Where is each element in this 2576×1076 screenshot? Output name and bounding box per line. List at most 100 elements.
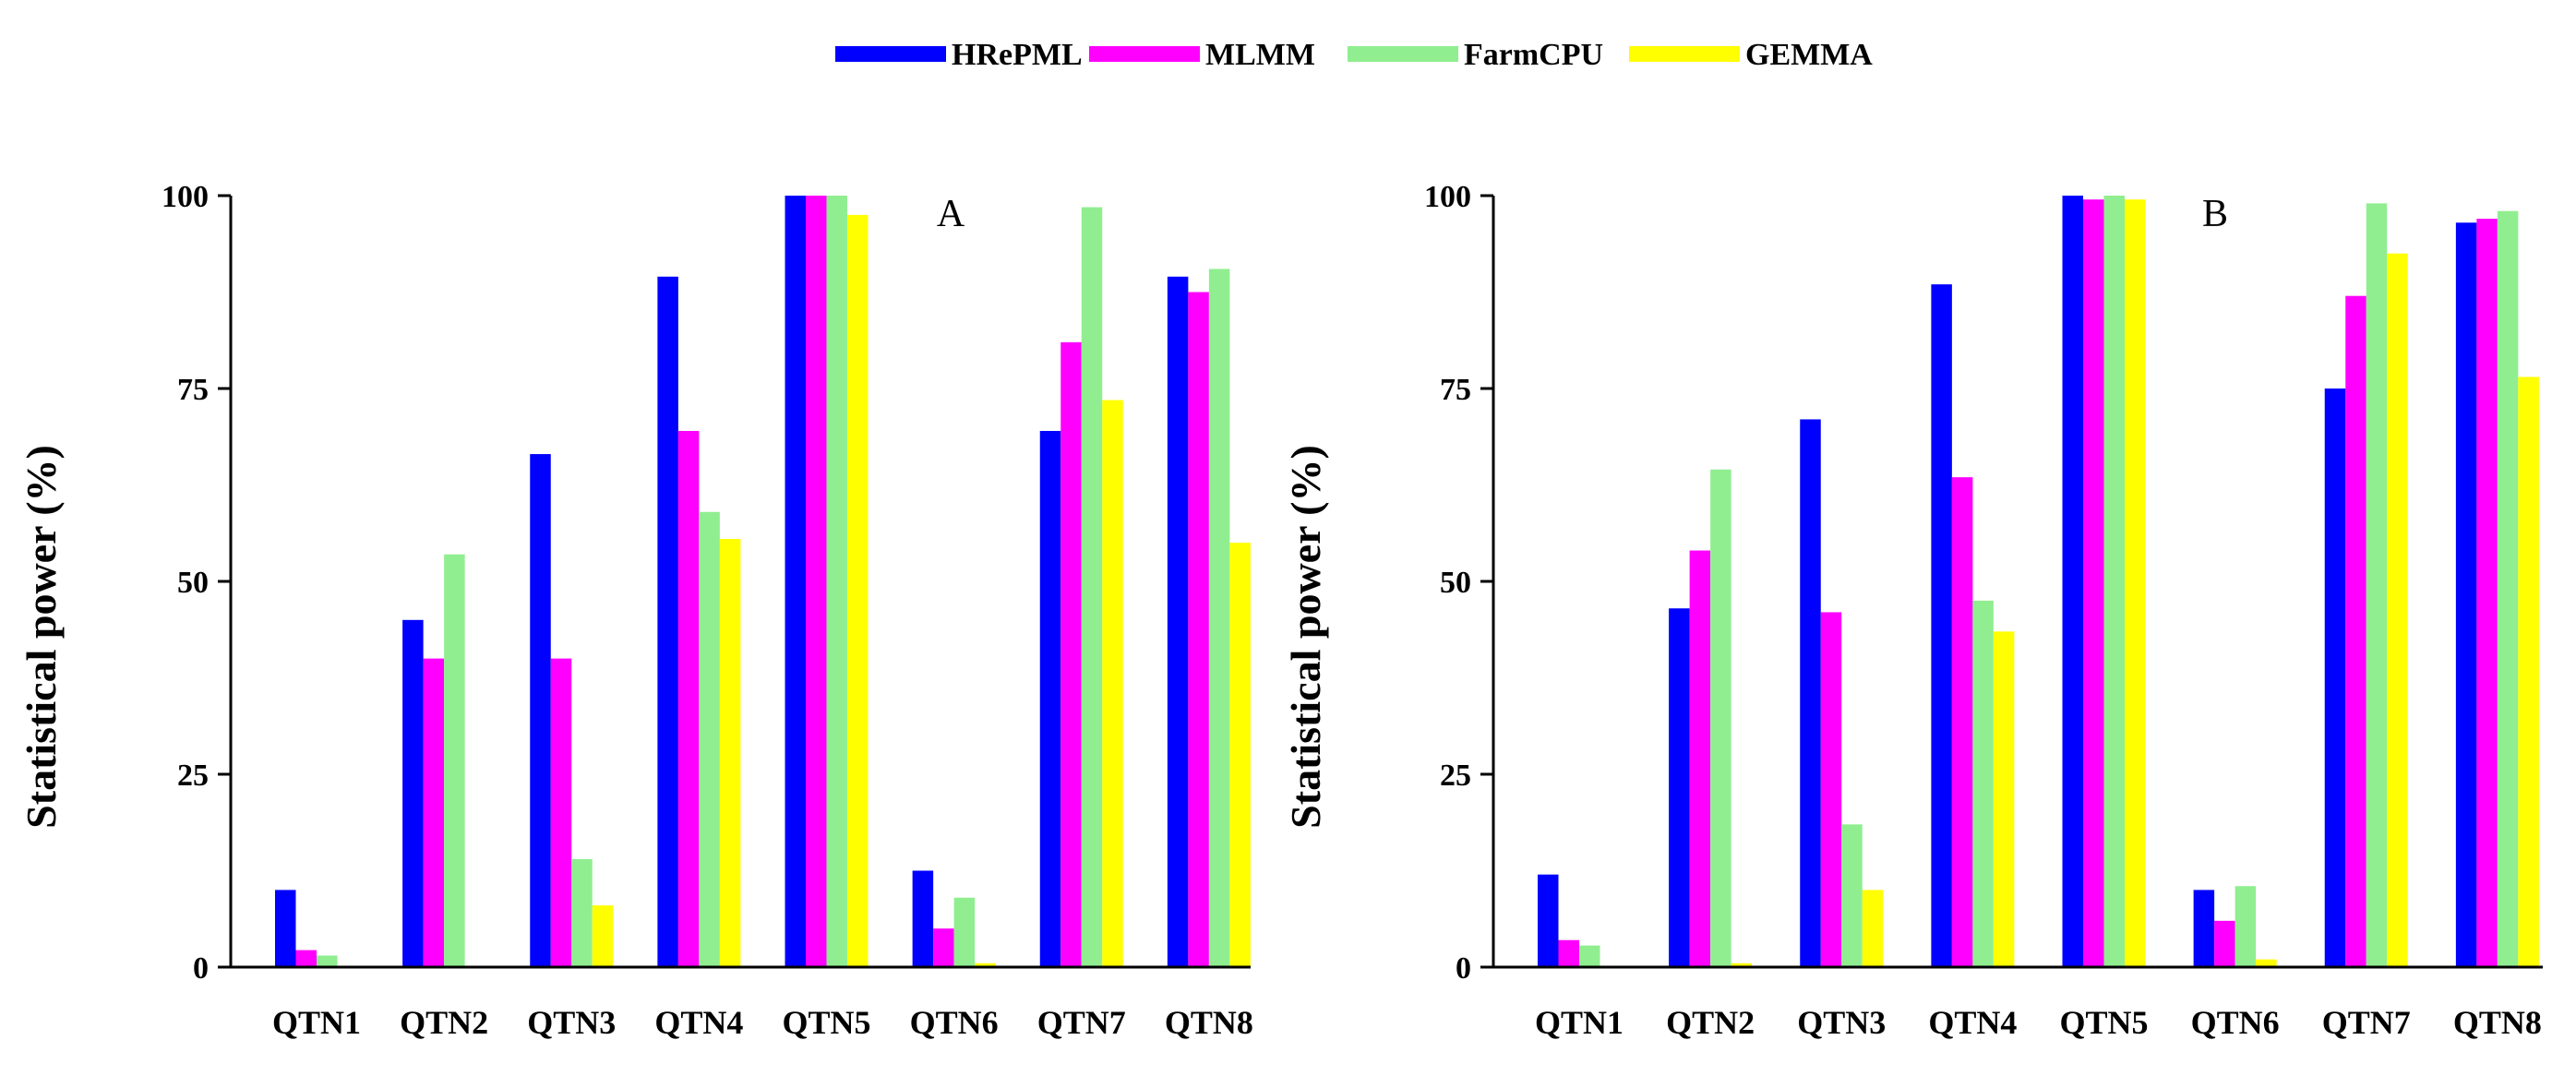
x-tick-label: QTN2 <box>400 1004 488 1041</box>
x-tick-label: QTN6 <box>2191 1004 2280 1041</box>
bar-hrepml-qtn6 <box>2193 890 2215 967</box>
y-tick-label: 75 <box>1440 373 1471 407</box>
bar-mlmm-qtn7 <box>2345 295 2366 967</box>
bar-gemma-qtn7 <box>1102 400 1123 967</box>
bar-gemma-qtn6 <box>2256 959 2277 967</box>
bar-gemma-qtn4 <box>1993 631 2015 967</box>
bar-farmcpu-qtn5 <box>826 196 847 967</box>
bar-gemma-qtn6 <box>975 962 996 967</box>
bar-mlmm-qtn4 <box>1951 477 1973 967</box>
x-tick-label: QTN4 <box>654 1004 743 1041</box>
bar-mlmm-qtn5 <box>2083 199 2104 967</box>
bar-gemma-qtn8 <box>1229 543 1251 967</box>
legend-label-farmcpu: FarmCPU <box>1464 38 1603 72</box>
legend-label-hrepml: HRePML <box>952 38 1083 72</box>
x-tick-label: QTN5 <box>782 1004 870 1041</box>
bar-farmcpu-qtn8 <box>1208 269 1230 967</box>
y-tick-label: 100 <box>1424 180 1471 214</box>
bar-mlmm-qtn7 <box>1060 341 1082 968</box>
x-tick-label: QTN4 <box>1928 1004 2017 1041</box>
x-tick-label: QTN2 <box>1666 1004 1755 1041</box>
y-tick-label: 50 <box>177 566 209 600</box>
bar-farmcpu-qtn6 <box>2235 886 2257 967</box>
legend-label-gemma: GEMMA <box>1745 38 1873 72</box>
bar-mlmm-qtn8 <box>2476 219 2498 967</box>
legend-swatch-gemma <box>1629 46 1740 62</box>
bar-mlmm-qtn1 <box>295 950 317 967</box>
bar-hrepml-qtn1 <box>1538 874 1559 967</box>
x-tick-label: QTN7 <box>1037 1004 1126 1041</box>
bar-mlmm-qtn1 <box>1558 939 1579 967</box>
y-axis-title: Statistical power (%) <box>18 445 65 829</box>
y-tick-label: 75 <box>177 373 209 407</box>
bar-gemma-qtn8 <box>2518 377 2539 968</box>
bar-farmcpu-qtn4 <box>699 511 720 967</box>
y-axis-title: Statistical power (%) <box>1282 445 1329 829</box>
legend-swatch-hrepml <box>835 46 946 62</box>
bar-hrepml-qtn3 <box>530 454 551 967</box>
bar-gemma-qtn4 <box>719 539 741 967</box>
bar-farmcpu-qtn3 <box>571 858 593 967</box>
chart-panel-a: 0 25 50 75 100 Statistical power (%) A QTN1 QTN2… <box>18 180 1253 1041</box>
bar-mlmm-qtn3 <box>550 658 572 967</box>
bar-farmcpu-qtn8 <box>2497 210 2519 968</box>
bar-hrepml-qtn5 <box>785 196 806 967</box>
bar-gemma-qtn3 <box>1862 890 1884 967</box>
bar-gemma-qtn5 <box>847 214 869 967</box>
bar-farmcpu-qtn1 <box>317 955 338 967</box>
bar-mlmm-qtn2 <box>423 658 445 967</box>
bar-hrepml-qtn6 <box>912 870 934 967</box>
y-tick-label: 50 <box>1440 566 1471 600</box>
bar-gemma-qtn2 <box>1731 962 1753 967</box>
panel-label: A <box>937 193 965 235</box>
bar-farmcpu-qtn4 <box>1972 600 1994 967</box>
bar-hrepml-qtn8 <box>2455 222 2477 967</box>
legend-swatch-farmcpu <box>1348 46 1458 62</box>
bar-mlmm-qtn3 <box>1820 612 1842 967</box>
y-tick-label: 25 <box>1440 759 1471 793</box>
legend-swatch-mlmm <box>1089 46 1200 62</box>
bar-mlmm-qtn6 <box>933 928 954 967</box>
bar-mlmm-qtn6 <box>2214 920 2235 967</box>
x-tick-label: QTN7 <box>2322 1004 2411 1041</box>
y-tick-label: 0 <box>193 951 209 986</box>
x-tick-label: QTN8 <box>1165 1004 1253 1041</box>
bar-farmcpu-qtn7 <box>2366 203 2388 968</box>
y-tick-label: 25 <box>177 759 209 793</box>
panel-label: B <box>2202 193 2228 235</box>
bar-hrepml-qtn1 <box>275 890 296 967</box>
bar-gemma-qtn5 <box>2125 199 2146 967</box>
x-tick-label: QTN3 <box>527 1004 616 1041</box>
bar-hrepml-qtn8 <box>1167 276 1189 967</box>
bar-farmcpu-qtn7 <box>1081 207 1103 968</box>
x-tick-label: QTN6 <box>910 1004 999 1041</box>
bar-gemma-qtn7 <box>2387 253 2408 967</box>
legend: HRePML MLMM FarmCPU GEMMA <box>835 38 1873 72</box>
bar-mlmm-qtn4 <box>677 430 700 968</box>
bar-farmcpu-qtn2 <box>1710 469 1731 967</box>
legend-label-mlmm: MLMM <box>1205 38 1315 72</box>
y-tick-label: 0 <box>1456 951 1471 986</box>
bar-mlmm-qtn5 <box>806 196 827 967</box>
chart-panel-b: 0 25 50 75 100 Statistical power (%) B QTN1 QTN2… <box>1282 180 2543 1041</box>
bar-hrepml-qtn7 <box>2324 389 2346 967</box>
bar-gemma-qtn3 <box>592 905 614 967</box>
bar-hrepml-qtn5 <box>2062 196 2083 967</box>
x-tick-label: QTN1 <box>272 1004 361 1041</box>
bar-hrepml-qtn7 <box>1039 430 1061 968</box>
x-tick-label: QTN5 <box>2059 1004 2148 1041</box>
x-tick-label: QTN1 <box>1535 1004 1623 1041</box>
bar-farmcpu-qtn6 <box>953 897 976 967</box>
x-tick-label: QTN8 <box>2453 1004 2542 1041</box>
x-tick-label: QTN3 <box>1797 1004 1886 1041</box>
bar-hrepml-qtn4 <box>1931 284 1952 967</box>
bar-farmcpu-qtn1 <box>1579 945 1600 967</box>
bar-hrepml-qtn2 <box>402 619 424 967</box>
bar-hrepml-qtn2 <box>1669 608 1690 967</box>
bar-farmcpu-qtn3 <box>1841 824 1863 967</box>
y-tick-label: 100 <box>162 180 209 214</box>
bar-farmcpu-qtn2 <box>444 554 465 967</box>
bar-hrepml-qtn4 <box>657 276 678 967</box>
bar-mlmm-qtn8 <box>1188 292 1209 967</box>
